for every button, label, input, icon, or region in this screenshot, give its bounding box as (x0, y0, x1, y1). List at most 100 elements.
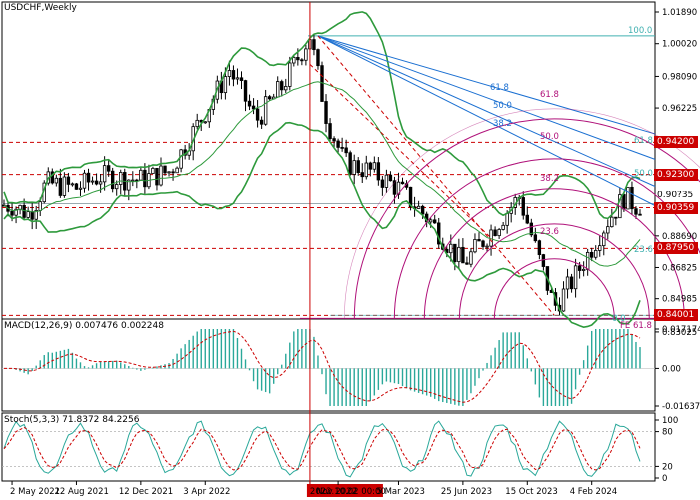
stoch-pane[interactable] (2, 420, 655, 478)
candle-body (292, 57, 296, 64)
candle-body (66, 176, 71, 185)
fib-label: 38.2 (493, 119, 512, 129)
candle-body (598, 245, 602, 251)
candle-body (610, 216, 614, 228)
candle-body (449, 243, 453, 254)
fib-label: 50.0 (634, 169, 653, 179)
current-price-tag: 0.90?35 (657, 191, 694, 200)
candle-body (537, 240, 542, 255)
candle-body (396, 181, 401, 195)
candle-body (416, 205, 421, 209)
candle-body (356, 160, 360, 173)
candle-body (525, 214, 529, 224)
candle-body (581, 268, 586, 271)
time-label: 5 Mar 2023 (376, 487, 424, 497)
candle-body (280, 81, 284, 91)
candle-body (573, 265, 578, 290)
time-label: 15 Oct 2023 (505, 487, 558, 497)
candle-body (74, 183, 79, 190)
candle-body (529, 222, 534, 236)
candle-body (231, 70, 236, 80)
time-label: 22 Aug 2021 (54, 487, 108, 497)
candle-body (360, 172, 364, 178)
candle-body (14, 208, 18, 216)
trend-line-dashed (317, 35, 555, 316)
macd-pane[interactable] (2, 329, 655, 406)
fib-fan-line (317, 35, 656, 206)
candle-body (78, 187, 83, 190)
candle-body (376, 162, 381, 181)
candle-body (585, 251, 590, 270)
candle-body (284, 86, 288, 91)
candle-body (348, 152, 352, 175)
candle-body (26, 211, 30, 218)
candle-body (255, 108, 260, 121)
fib-label: 23.6 (634, 245, 653, 255)
time-label: 3 Apr 2022 (183, 487, 230, 497)
stoch-label: Stoch(5,3,3) 71.8372 84.2256 (4, 415, 140, 425)
fib-label: 50.0 (493, 101, 512, 111)
macd-pane-frame (1, 318, 656, 412)
macd-signal-line (4, 330, 641, 403)
price-tag: 0.87950 (654, 242, 698, 255)
candle-body (90, 180, 95, 183)
candle-body (267, 96, 272, 100)
candle-body (82, 172, 87, 189)
price-tick-label: 0.96225 (662, 104, 697, 114)
time-label-highlight: 2022.10.02 00:00 (310, 487, 386, 497)
macd-tick-label: 0.017174 (662, 325, 700, 335)
candle-body (493, 229, 497, 237)
trend-line-dashed (309, 64, 493, 240)
candle-body (469, 251, 473, 265)
candle-body (30, 211, 34, 220)
candle-body (638, 213, 642, 216)
main-pane[interactable]: 100.0 61.8 50.0 38.2 61.8 50.0 38.2 23.6 0.0 61.8… (2, 11, 700, 331)
candle-body (58, 177, 63, 196)
price-tick-label: 1.01890 (662, 8, 697, 18)
candle-body (340, 147, 344, 149)
fib-arc (493, 258, 615, 319)
fib-fan-line (317, 35, 656, 187)
candle-body (316, 49, 320, 67)
candle-body (485, 245, 489, 248)
candle-body (179, 149, 183, 169)
candle-body (364, 162, 368, 178)
candle-body (372, 162, 377, 170)
time-label: Nov 2022 (316, 487, 357, 497)
candle-body (577, 265, 582, 271)
candle-body (473, 239, 477, 253)
time-label: 4 Feb 2024 (570, 487, 618, 497)
candle-body (304, 48, 308, 61)
candle-body (227, 70, 232, 77)
candle-body (70, 183, 75, 186)
fib-fan-line (317, 35, 656, 135)
candle-body (110, 170, 115, 190)
candle-body (352, 160, 356, 175)
candle-body (143, 169, 147, 188)
candle-body (368, 162, 373, 170)
candle-body (155, 167, 159, 186)
main-pane-frame (1, 1, 656, 338)
candle-body (332, 138, 336, 142)
candle-body (565, 276, 570, 290)
candle-body (505, 212, 509, 226)
candle-body (328, 123, 332, 140)
candle-body (235, 77, 240, 80)
time-label: 12 Dec 2021 (119, 487, 173, 497)
candle-body (312, 39, 316, 51)
candle-body (223, 76, 228, 94)
fib-label: 0.0 (612, 314, 626, 324)
candle-body (247, 100, 252, 107)
bollinger-lower (3, 121, 641, 328)
candle-body (106, 165, 111, 172)
candle-body (135, 179, 139, 182)
candle-body (139, 169, 143, 181)
bollinger-middle (3, 81, 641, 267)
candle-body (296, 57, 300, 61)
candle-body (167, 171, 171, 174)
candle-body (276, 81, 280, 98)
fib-arc-outer (344, 108, 700, 319)
stoch-tick-label: 100 (662, 416, 678, 426)
price-tick-label: 0.86825 (662, 263, 697, 273)
